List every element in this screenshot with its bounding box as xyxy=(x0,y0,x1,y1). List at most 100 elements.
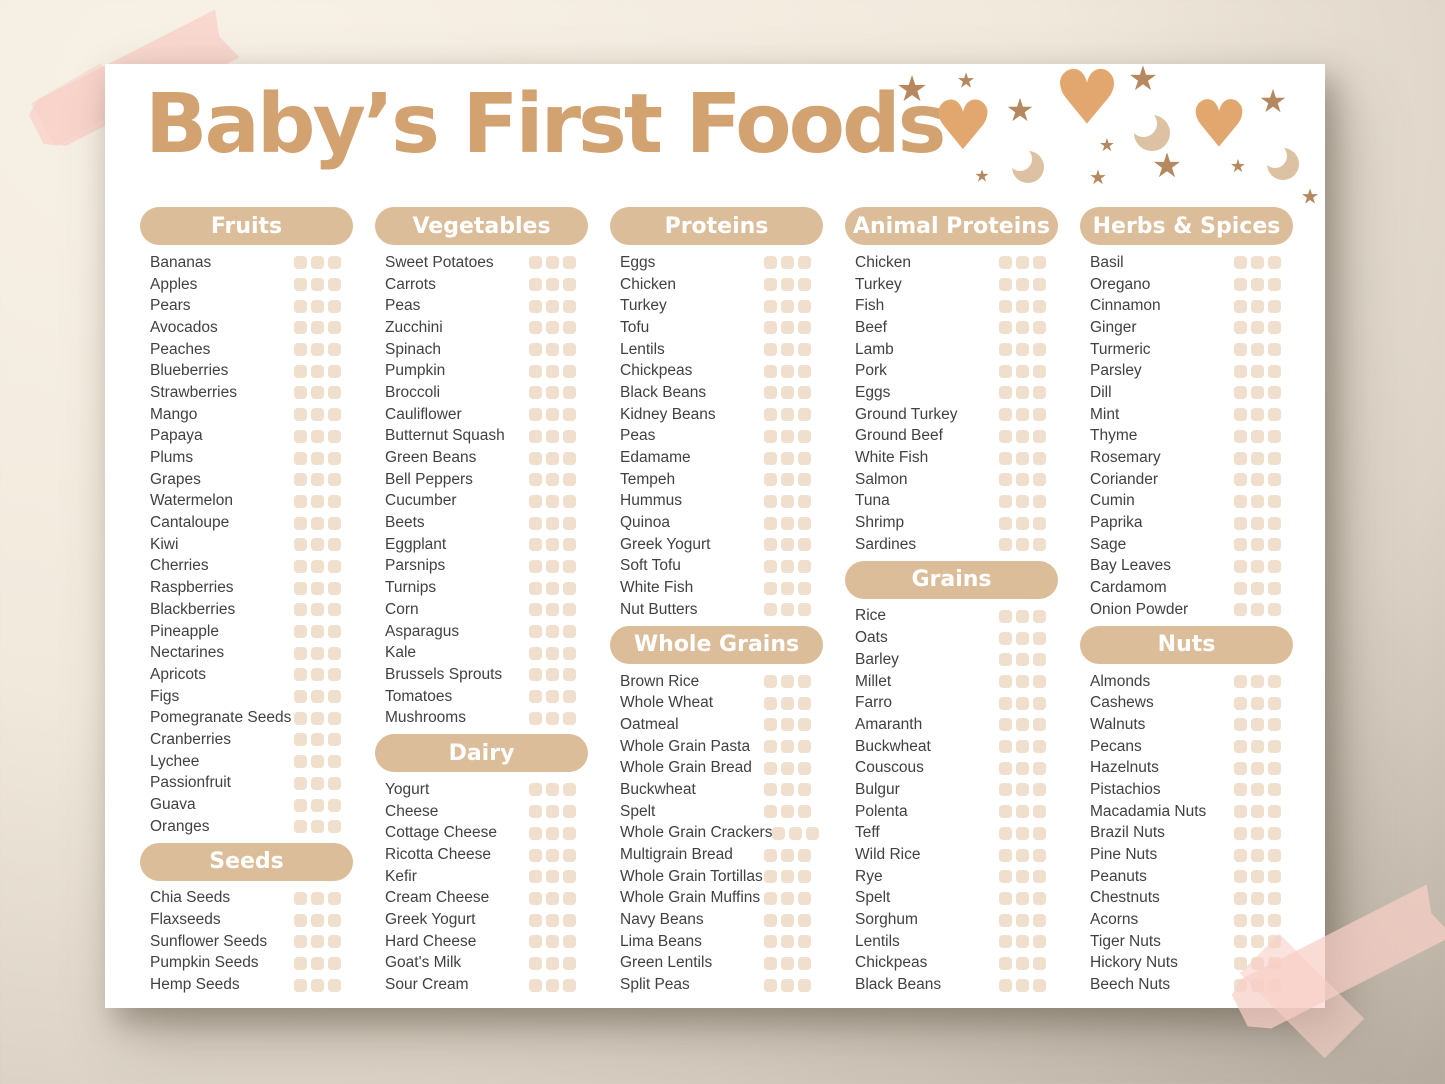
checkbox[interactable] xyxy=(294,559,307,573)
checkbox[interactable] xyxy=(999,631,1012,645)
checkbox[interactable] xyxy=(781,408,794,422)
checkbox[interactable] xyxy=(798,299,811,313)
checkbox[interactable] xyxy=(999,675,1012,689)
checkbox[interactable] xyxy=(546,646,559,660)
checkbox[interactable] xyxy=(1251,451,1264,465)
checkbox[interactable] xyxy=(1268,451,1281,465)
checkbox[interactable] xyxy=(1251,870,1264,884)
checkbox[interactable] xyxy=(798,761,811,775)
checkbox[interactable] xyxy=(1268,761,1281,775)
checkbox[interactable] xyxy=(529,299,542,313)
checkbox[interactable] xyxy=(1234,870,1247,884)
checkbox[interactable] xyxy=(1251,805,1264,819)
checkbox[interactable] xyxy=(781,891,794,905)
checkbox[interactable] xyxy=(798,870,811,884)
checkbox[interactable] xyxy=(529,826,542,840)
checkbox[interactable] xyxy=(1033,675,1046,689)
checkbox[interactable] xyxy=(1033,408,1046,422)
checkbox[interactable] xyxy=(781,718,794,732)
checkbox[interactable] xyxy=(1033,364,1046,378)
checkbox[interactable] xyxy=(328,798,341,812)
checkbox[interactable] xyxy=(563,711,576,725)
checkbox[interactable] xyxy=(1234,299,1247,313)
checkbox[interactable] xyxy=(798,494,811,508)
checkbox[interactable] xyxy=(546,321,559,335)
checkbox[interactable] xyxy=(1268,299,1281,313)
checkbox[interactable] xyxy=(1268,278,1281,292)
checkbox[interactable] xyxy=(529,321,542,335)
checkbox[interactable] xyxy=(294,451,307,465)
checkbox[interactable] xyxy=(1033,653,1046,667)
checkbox[interactable] xyxy=(1251,494,1264,508)
checkbox[interactable] xyxy=(999,978,1012,992)
checkbox[interactable] xyxy=(1016,826,1029,840)
checkbox[interactable] xyxy=(1268,740,1281,754)
checkbox[interactable] xyxy=(764,848,777,862)
checkbox[interactable] xyxy=(294,625,307,639)
checkbox[interactable] xyxy=(798,278,811,292)
checkbox[interactable] xyxy=(294,408,307,422)
checkbox[interactable] xyxy=(1016,740,1029,754)
checkbox[interactable] xyxy=(1268,581,1281,595)
checkbox[interactable] xyxy=(546,935,559,949)
checkbox[interactable] xyxy=(1268,516,1281,530)
checkbox[interactable] xyxy=(1016,516,1029,530)
checkbox[interactable] xyxy=(1016,408,1029,422)
checkbox[interactable] xyxy=(1033,299,1046,313)
checkbox[interactable] xyxy=(1033,891,1046,905)
checkbox[interactable] xyxy=(772,826,786,840)
checkbox[interactable] xyxy=(999,935,1012,949)
checkbox[interactable] xyxy=(294,321,307,335)
checkbox[interactable] xyxy=(798,516,811,530)
checkbox[interactable] xyxy=(764,956,777,970)
checkbox[interactable] xyxy=(1016,783,1029,797)
checkbox[interactable] xyxy=(294,820,307,834)
checkbox[interactable] xyxy=(999,429,1012,443)
checkbox[interactable] xyxy=(328,956,341,970)
checkbox[interactable] xyxy=(999,343,1012,357)
checkbox[interactable] xyxy=(311,364,324,378)
checkbox[interactable] xyxy=(1016,429,1029,443)
checkbox[interactable] xyxy=(1251,740,1264,754)
checkbox[interactable] xyxy=(563,870,576,884)
checkbox[interactable] xyxy=(1234,516,1247,530)
checkbox[interactable] xyxy=(529,386,542,400)
checkbox[interactable] xyxy=(563,386,576,400)
checkbox[interactable] xyxy=(328,538,341,552)
checkbox[interactable] xyxy=(1268,848,1281,862)
checkbox[interactable] xyxy=(798,321,811,335)
checkbox[interactable] xyxy=(1016,451,1029,465)
checkbox[interactable] xyxy=(294,755,307,769)
checkbox[interactable] xyxy=(1268,870,1281,884)
checkbox[interactable] xyxy=(294,299,307,313)
checkbox[interactable] xyxy=(546,256,559,270)
checkbox[interactable] xyxy=(764,343,777,357)
checkbox[interactable] xyxy=(781,761,794,775)
checkbox[interactable] xyxy=(1234,494,1247,508)
checkbox[interactable] xyxy=(546,538,559,552)
checkbox[interactable] xyxy=(999,538,1012,552)
checkbox[interactable] xyxy=(1268,473,1281,487)
checkbox[interactable] xyxy=(294,690,307,704)
checkbox[interactable] xyxy=(546,451,559,465)
checkbox[interactable] xyxy=(328,603,341,617)
checkbox[interactable] xyxy=(328,978,341,992)
checkbox[interactable] xyxy=(563,625,576,639)
checkbox[interactable] xyxy=(294,646,307,660)
checkbox[interactable] xyxy=(563,343,576,357)
checkbox[interactable] xyxy=(311,625,324,639)
checkbox[interactable] xyxy=(294,668,307,682)
checkbox[interactable] xyxy=(294,386,307,400)
checkbox[interactable] xyxy=(529,429,542,443)
checkbox[interactable] xyxy=(529,494,542,508)
checkbox[interactable] xyxy=(764,386,777,400)
checkbox[interactable] xyxy=(294,603,307,617)
checkbox[interactable] xyxy=(529,538,542,552)
checkbox[interactable] xyxy=(311,711,324,725)
checkbox[interactable] xyxy=(1251,696,1264,710)
checkbox[interactable] xyxy=(764,740,777,754)
checkbox[interactable] xyxy=(529,625,542,639)
checkbox[interactable] xyxy=(999,408,1012,422)
checkbox[interactable] xyxy=(1234,603,1247,617)
checkbox[interactable] xyxy=(311,494,324,508)
